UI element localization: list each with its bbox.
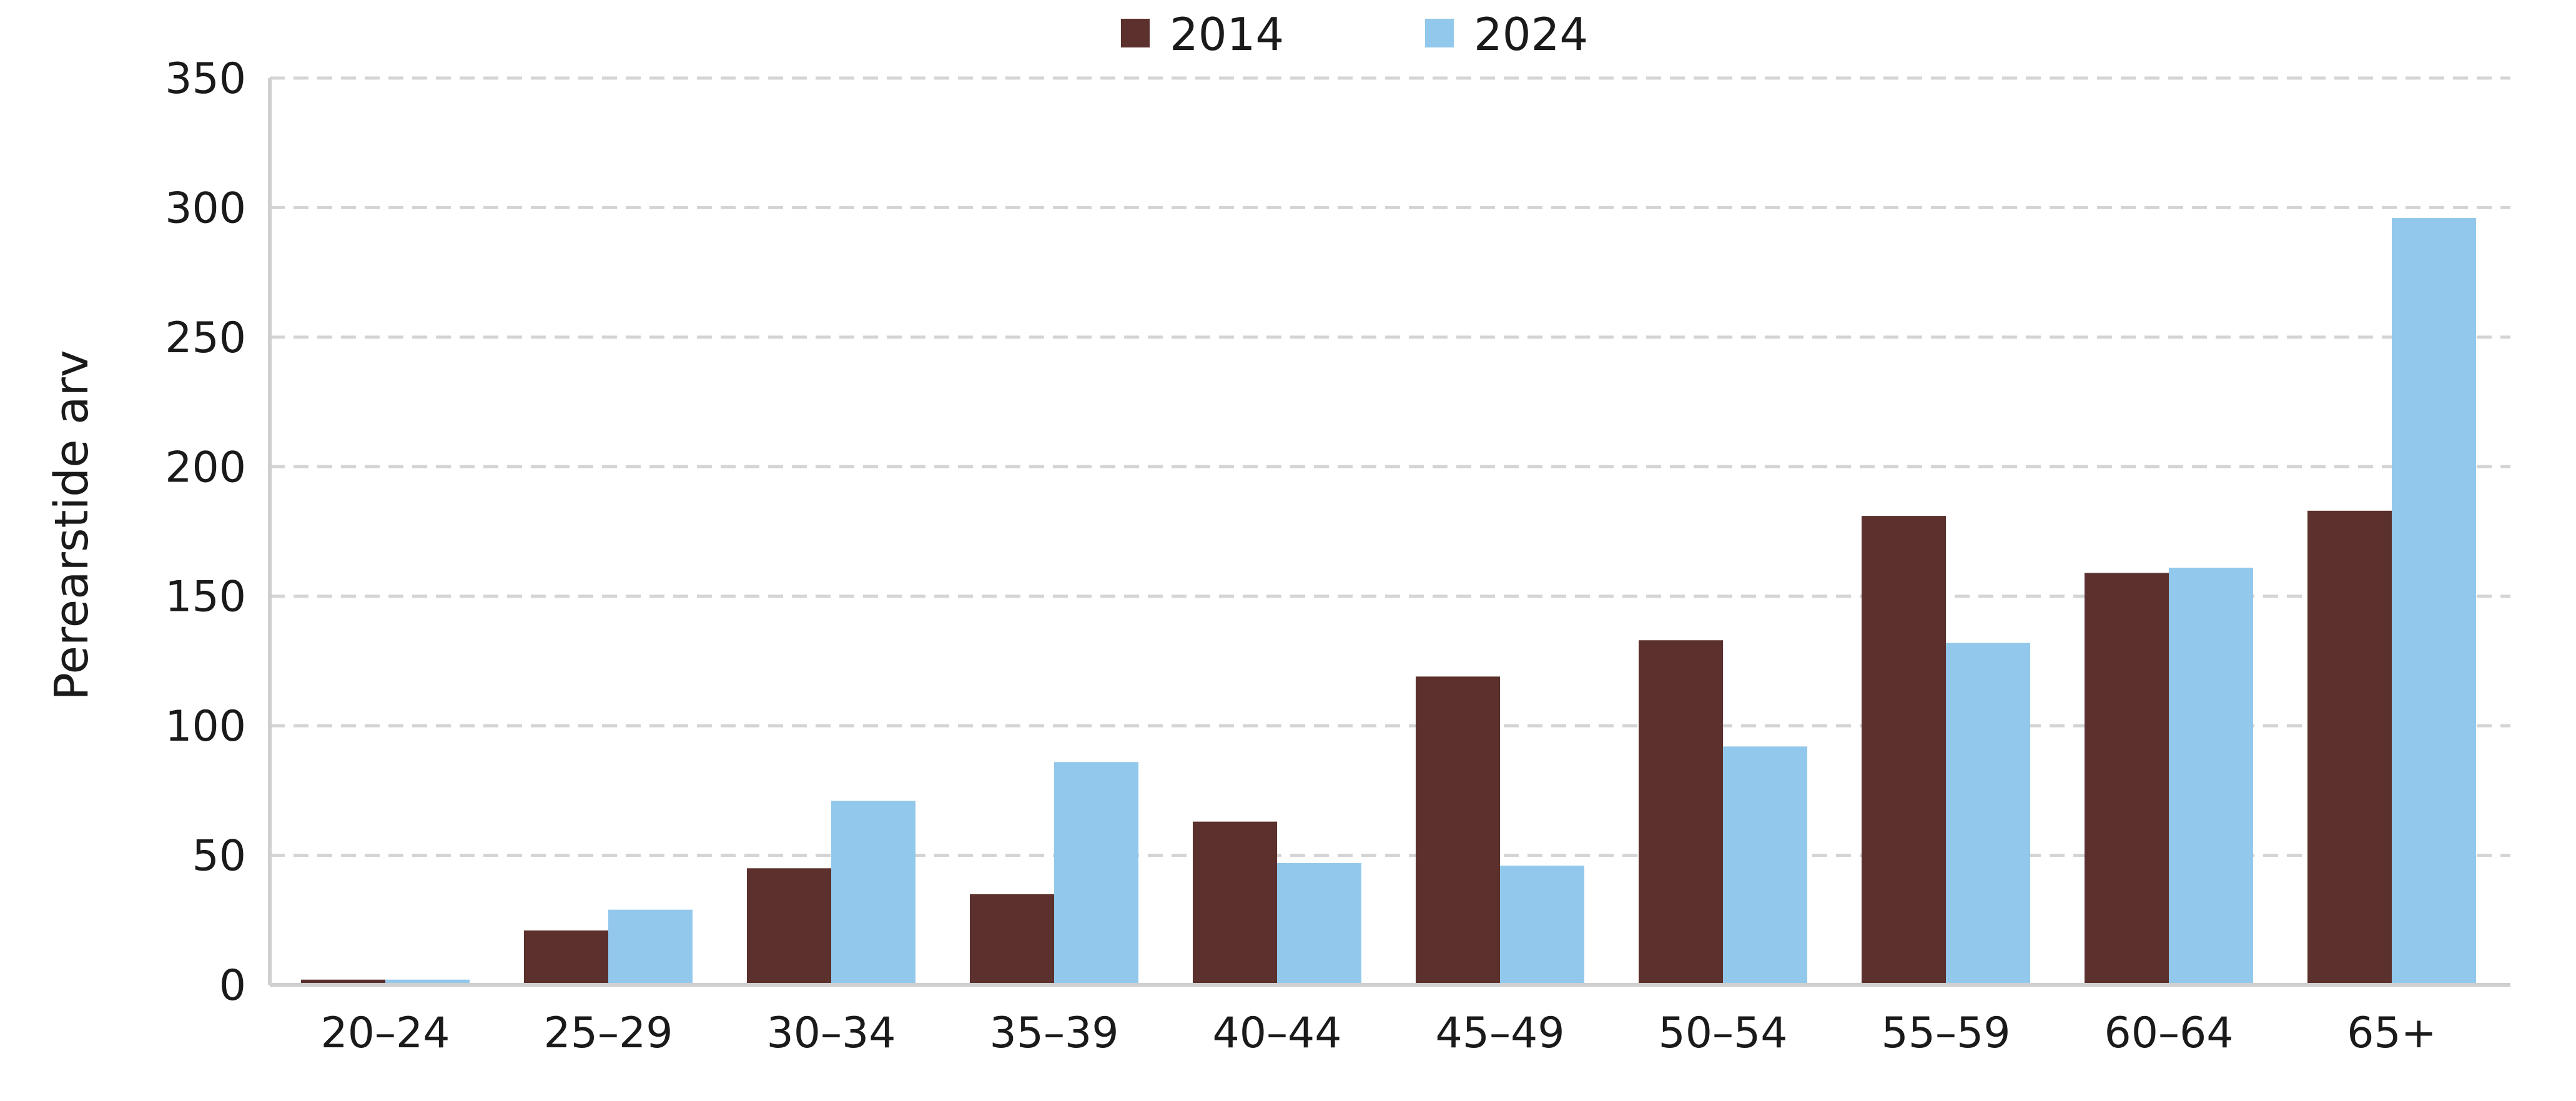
y-tick-labels: 0 50 100 150 200 250 300 350: [165, 54, 246, 1010]
legend-label-2014: 2014: [1170, 8, 1284, 61]
bar-2024-65+: [2392, 218, 2476, 985]
y-tick-label-350: 350: [165, 54, 246, 104]
bar-2014-50–54: [1639, 640, 1723, 985]
x-tick-label-65+: 65+: [2347, 1009, 2437, 1058]
bar-2024-20–24: [385, 979, 470, 985]
bar-2024-35–39: [1054, 762, 1138, 985]
y-tick-label-150: 150: [165, 573, 246, 622]
x-tick-label-25–29: 25–29: [543, 1009, 673, 1058]
x-tick-label-45–49: 45–49: [1435, 1009, 1564, 1058]
x-tick-label-20–24: 20–24: [320, 1009, 450, 1058]
bar-2014-65+: [2307, 510, 2392, 985]
y-tick-label-0: 0: [219, 961, 246, 1010]
legend-swatch-2014: [1121, 19, 1150, 47]
bar-2024-50–54: [1723, 746, 1807, 985]
x-tick-label-35–39: 35–39: [989, 1009, 1118, 1058]
bar-2024-55–59: [1946, 643, 2030, 985]
bar-2014-60–64: [2085, 573, 2169, 985]
bar-2024-40–44: [1277, 863, 1361, 985]
x-tick-label-60–64: 60–64: [2104, 1009, 2233, 1058]
y-tick-label-100: 100: [165, 702, 246, 751]
bar-2024-60–64: [2169, 568, 2253, 985]
legend-label-2024: 2024: [1474, 8, 1588, 61]
legend-swatch-2024: [1425, 19, 1454, 47]
bar-2014-35–39: [970, 894, 1054, 985]
x-tick-label-55–59: 55–59: [1881, 1009, 2010, 1058]
x-tick-label-30–34: 30–34: [766, 1009, 896, 1058]
bar-2014-40–44: [1193, 821, 1277, 985]
bar-2024-45–49: [1500, 866, 1584, 985]
bar-2014-55–59: [1862, 516, 1946, 985]
axes: [268, 78, 2510, 987]
y-tick-label-300: 300: [165, 184, 246, 233]
legend: 2014 2024: [1121, 8, 1588, 61]
bar-2024-25–29: [608, 909, 693, 985]
x-tick-label-50–54: 50–54: [1658, 1009, 1787, 1058]
y-tick-label-250: 250: [165, 314, 246, 363]
y-tick-label-200: 200: [165, 443, 246, 492]
bar-2014-20–24: [301, 979, 385, 985]
gridlines: [270, 76, 2510, 857]
y-tick-label-50: 50: [192, 832, 246, 881]
bar-2024-30–34: [831, 801, 915, 985]
x-tick-labels: 20–24 25–29 30–34 35–39 40–44 45–49 50–54 55–59…: [320, 1009, 2436, 1058]
bars: [301, 218, 2476, 985]
bar-2014-45–49: [1416, 676, 1500, 985]
bar-2014-25–29: [524, 930, 608, 985]
bar-2014-30–34: [747, 868, 831, 985]
y-axis-title: Perearstide arv: [45, 350, 99, 700]
x-tick-label-40–44: 40–44: [1212, 1009, 1341, 1058]
